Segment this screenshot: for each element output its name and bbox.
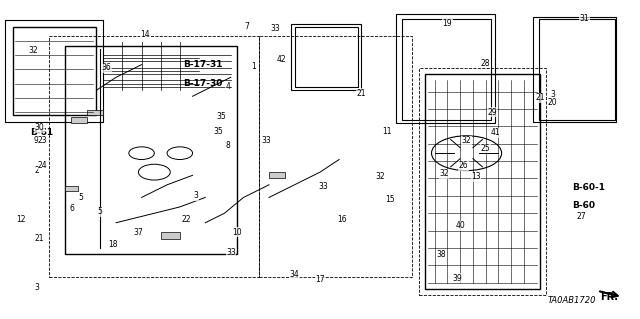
Text: 6: 6 [69, 204, 74, 213]
Text: 28: 28 [481, 59, 490, 68]
Text: 21: 21 [535, 93, 545, 102]
Text: 34: 34 [290, 271, 300, 279]
Text: 42: 42 [277, 56, 287, 64]
Bar [65, 186, 78, 191]
Text: 32: 32 [440, 169, 449, 178]
Text: 37: 37 [134, 228, 143, 237]
Text: 35: 35 [216, 112, 226, 121]
Bar [161, 232, 180, 239]
Text: 33: 33 [318, 182, 328, 191]
Text: 39: 39 [452, 274, 462, 283]
Text: 29: 29 [487, 108, 497, 116]
Text: B-61: B-61 [30, 128, 53, 137]
Text: 40: 40 [455, 221, 465, 230]
Text: 35: 35 [213, 127, 223, 136]
Text: 26: 26 [459, 161, 468, 170]
Bar [88, 109, 103, 115]
Text: B-17-31: B-17-31 [183, 60, 223, 69]
Text: 10: 10 [232, 228, 242, 237]
Text: 5: 5 [98, 207, 102, 216]
Bar [419, 68, 546, 295]
Text: 22: 22 [181, 215, 191, 224]
Bar [291, 24, 362, 90]
Text: 24: 24 [38, 161, 47, 170]
Bar [259, 36, 412, 277]
Bar [4, 20, 103, 122]
Text: 3: 3 [550, 90, 555, 99]
Text: 27: 27 [577, 212, 586, 221]
Bar [72, 117, 88, 123]
Bar [396, 14, 495, 123]
Text: 17: 17 [315, 275, 325, 284]
Text: 2: 2 [34, 166, 39, 175]
Text: 25: 25 [481, 144, 490, 153]
Text: 33: 33 [271, 24, 280, 33]
Text: 3: 3 [193, 191, 198, 200]
Text: 15: 15 [385, 195, 395, 204]
Text: 9: 9 [34, 136, 39, 145]
Text: 14: 14 [140, 30, 150, 39]
Text: 1: 1 [251, 62, 255, 71]
Text: B-60-1: B-60-1 [572, 183, 605, 192]
Text: 8: 8 [225, 141, 230, 150]
Text: 36: 36 [102, 63, 111, 72]
Text: 32: 32 [28, 46, 38, 55]
Text: 21: 21 [356, 89, 366, 98]
Text: FR.: FR. [600, 292, 618, 302]
Text: TA0AB1720: TA0AB1720 [547, 296, 596, 305]
Text: 3: 3 [34, 283, 39, 292]
Text: 4: 4 [225, 82, 230, 91]
Text: 20: 20 [548, 98, 557, 107]
Text: 5: 5 [79, 193, 83, 202]
Text: 13: 13 [471, 172, 481, 182]
Text: 31: 31 [580, 14, 589, 23]
Text: 21: 21 [35, 234, 44, 243]
Text: 33: 33 [261, 136, 271, 145]
Text: 7: 7 [244, 22, 249, 31]
Text: 32: 32 [461, 136, 472, 145]
Bar [269, 172, 285, 178]
Bar [534, 17, 616, 122]
Text: 18: 18 [108, 241, 118, 249]
Text: 16: 16 [337, 215, 347, 224]
Text: 11: 11 [382, 127, 392, 136]
Text: B-60: B-60 [572, 201, 595, 210]
Text: 33: 33 [226, 248, 236, 257]
Text: 32: 32 [376, 172, 385, 182]
Text: 12: 12 [16, 215, 25, 224]
Text: 23: 23 [38, 136, 47, 145]
Text: B-17-30: B-17-30 [183, 79, 222, 88]
Text: 41: 41 [490, 128, 500, 137]
Text: 30: 30 [35, 123, 45, 132]
Text: 38: 38 [436, 250, 446, 259]
Bar [49, 36, 259, 277]
Text: 19: 19 [443, 19, 452, 28]
